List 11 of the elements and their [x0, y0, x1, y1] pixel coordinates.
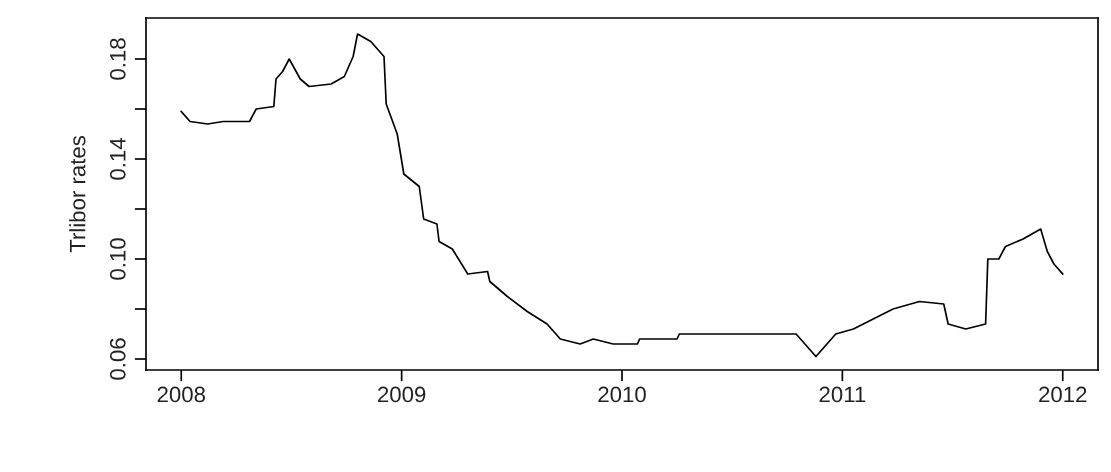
- x-tick-label: 2008: [157, 386, 206, 403]
- x-tick-label: 2010: [598, 386, 646, 403]
- y-tick-label: 0.18: [109, 38, 126, 80]
- x-tick-label: 2012: [1039, 386, 1087, 403]
- y-tick-label: 0.14: [109, 138, 126, 180]
- y-axis-title: Trlibor rates: [69, 135, 86, 253]
- x-tick-label: 2011: [819, 386, 866, 403]
- line-series: [180, 33, 1064, 358]
- y-tick-label: 0.10: [109, 238, 126, 280]
- y-tick-label: 0.06: [109, 338, 126, 380]
- x-tick-label: 2009: [378, 386, 426, 403]
